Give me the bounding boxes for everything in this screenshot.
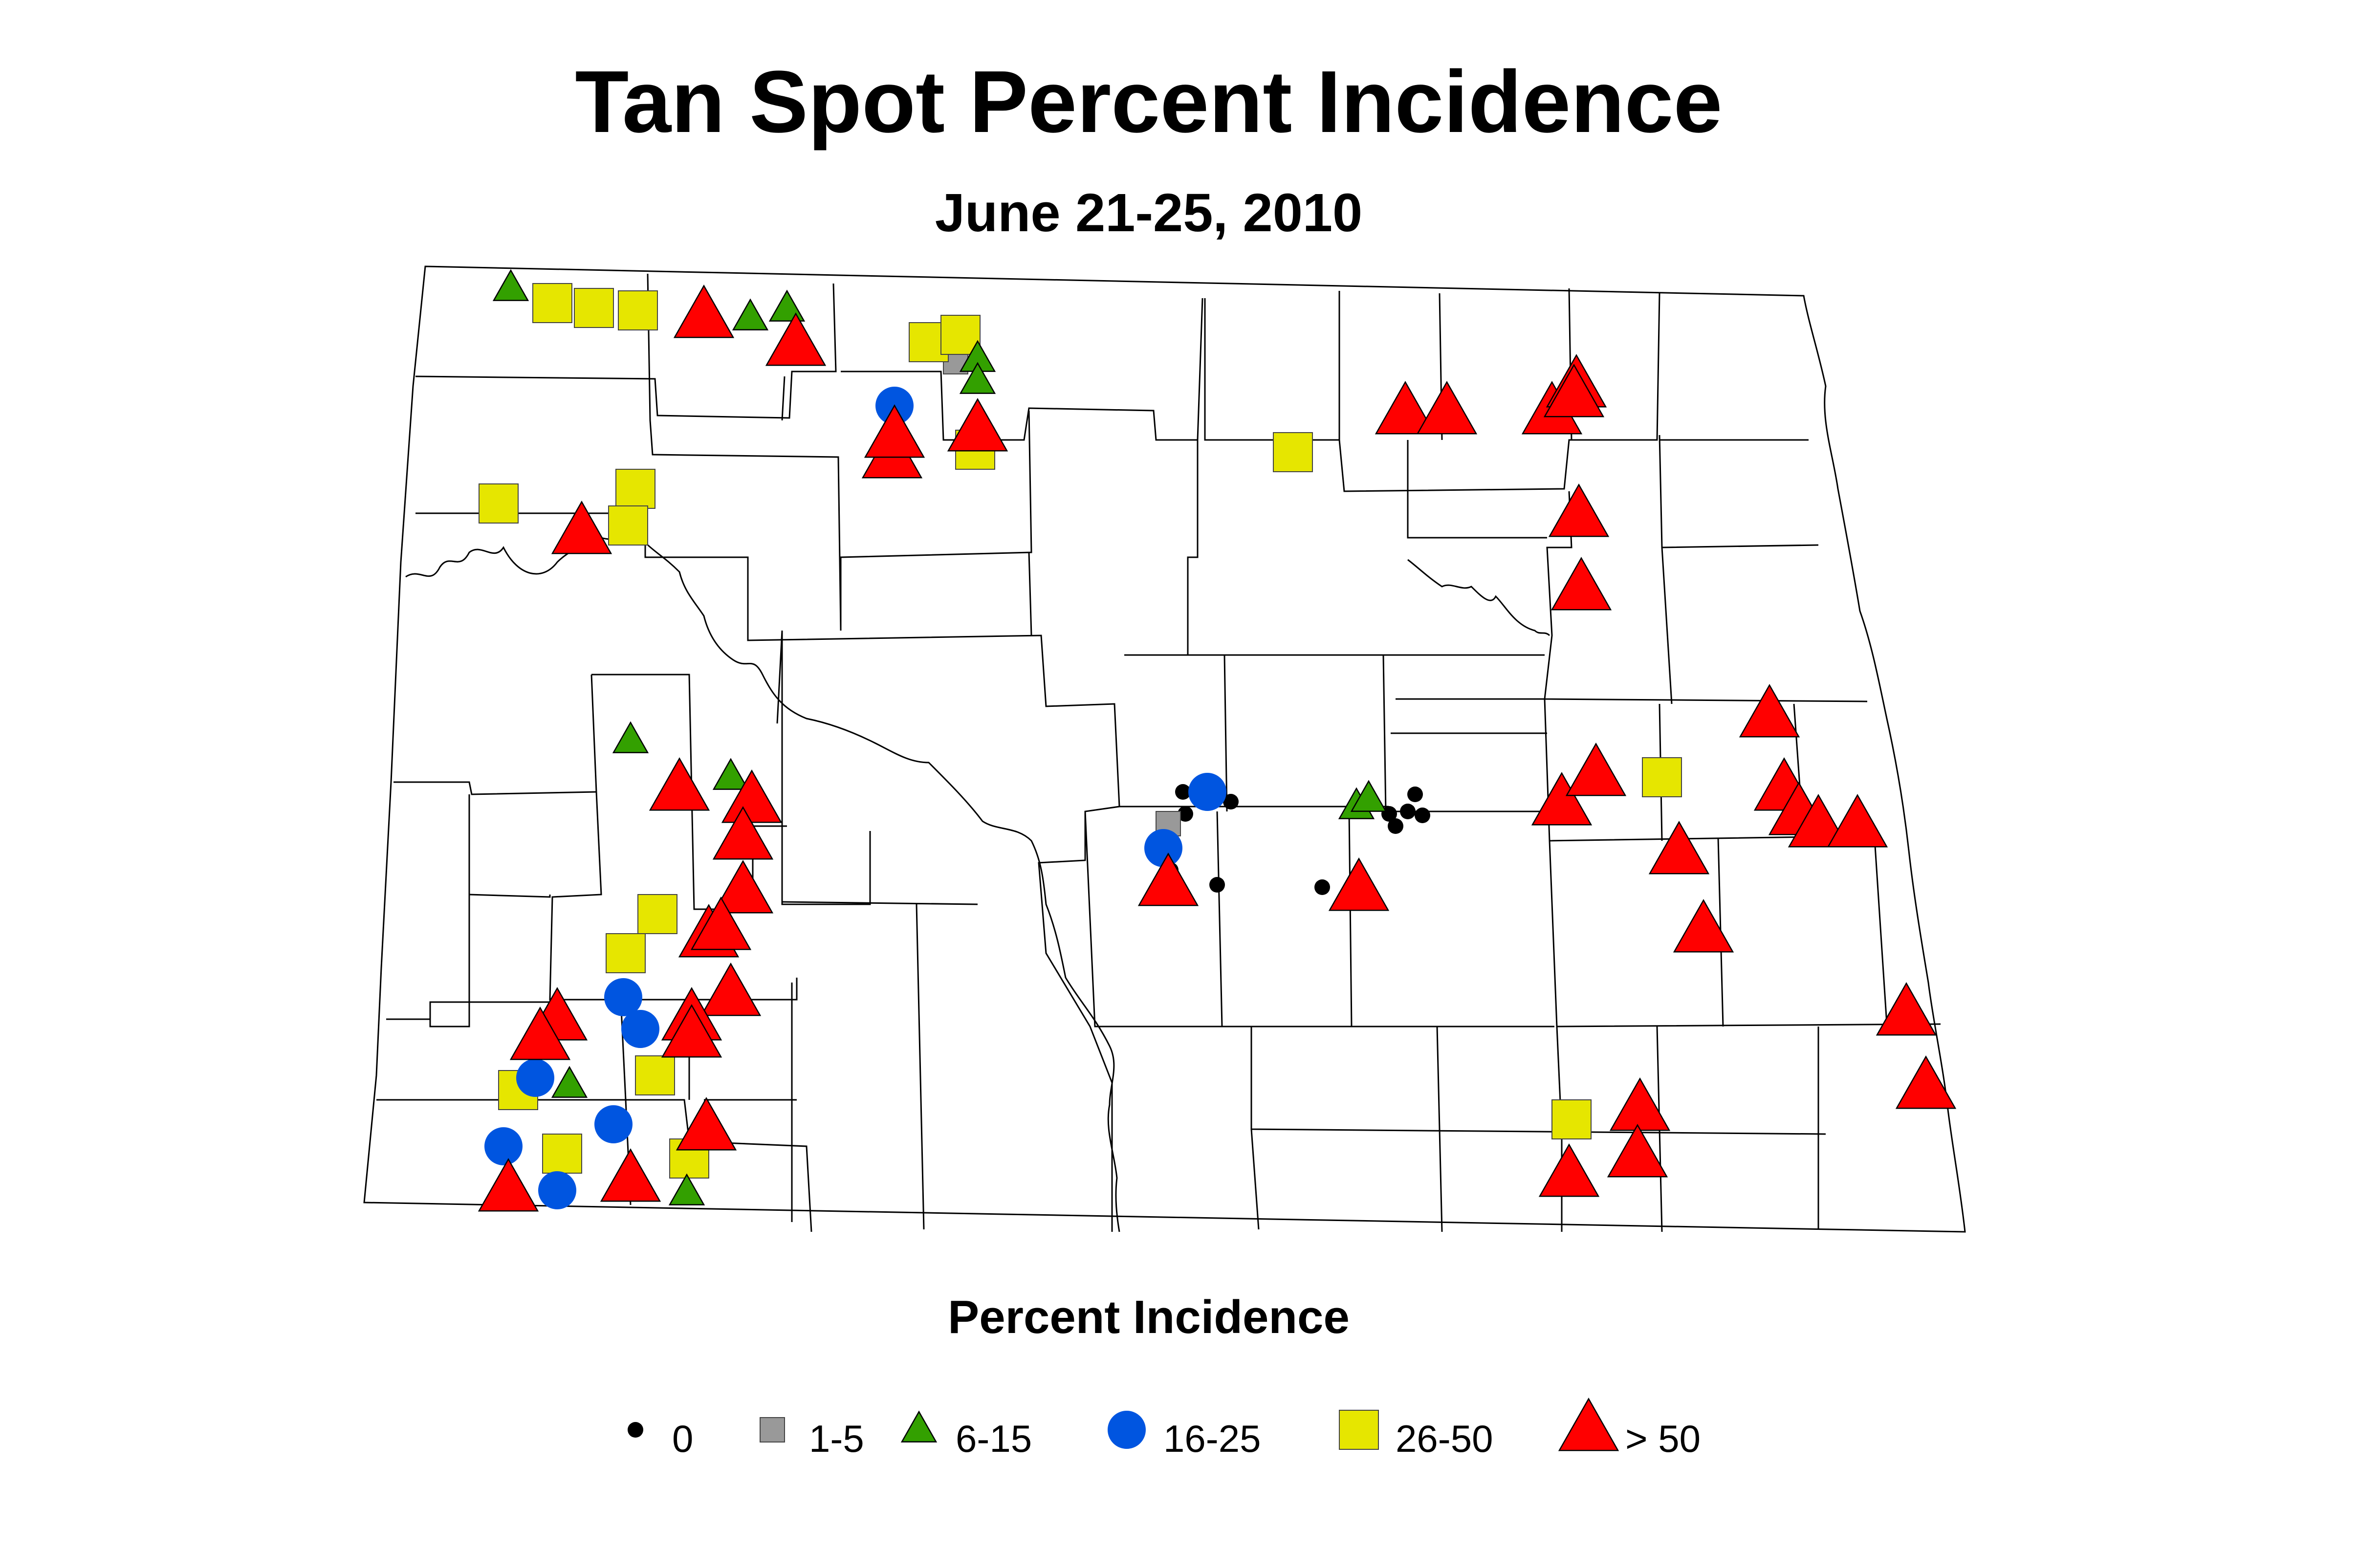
marker-veryhigh	[1416, 381, 1478, 435]
marker-high	[1642, 757, 1682, 797]
marker-veryhigh	[673, 284, 735, 338]
marker-veryhigh	[1648, 821, 1710, 874]
river-lines	[405, 537, 1550, 1232]
marker-high	[1551, 1099, 1592, 1139]
marker-veryhigh	[661, 1004, 722, 1058]
marker-veryhigh	[1328, 857, 1390, 911]
marker-veryhigh	[700, 962, 762, 1016]
map-subtitle: June 21-25, 2010	[935, 183, 1363, 243]
marker-zero	[1175, 784, 1191, 800]
state-counties	[363, 265, 1966, 1233]
legend-title: Percent Incidence	[948, 1291, 1350, 1343]
marker-veryhigh	[1673, 899, 1734, 953]
marker-veryhigh	[1609, 1077, 1671, 1131]
marker-veryhigh	[1543, 364, 1605, 417]
marker-mid	[612, 721, 649, 753]
marker-veryhigh	[765, 312, 827, 366]
marker-zero	[1415, 808, 1430, 823]
map-title: Tan Spot Percent Incidence	[575, 53, 1723, 151]
state-outline	[363, 265, 1966, 1233]
marker-veryhigh	[1531, 772, 1593, 826]
marker-layer	[478, 269, 1957, 1212]
marker-zero	[1314, 879, 1330, 895]
marker-veryhigh	[1788, 794, 1849, 848]
marker-mid	[551, 1066, 588, 1098]
marker-midhigh	[538, 1171, 576, 1209]
marker-veryhigh	[690, 896, 752, 950]
marker-midhigh	[1188, 773, 1226, 811]
marker-midhigh	[594, 1105, 633, 1143]
marker-high	[606, 933, 646, 973]
marker-high	[635, 1055, 675, 1095]
marker-high	[574, 288, 614, 328]
marker-veryhigh	[1538, 1143, 1600, 1197]
marker-mid	[732, 298, 769, 330]
marker-veryhigh	[712, 860, 774, 914]
marker-veryhigh	[1375, 381, 1436, 435]
legend-symbol-low	[760, 1417, 785, 1443]
marker-mid	[668, 1173, 705, 1205]
marker-veryhigh	[600, 1148, 661, 1202]
legend-symbol-zero	[628, 1422, 643, 1438]
marker-zero	[1209, 877, 1225, 893]
marker-veryhigh	[1876, 982, 1937, 1036]
marker-mid	[712, 758, 749, 790]
marker-midhigh	[621, 1010, 659, 1048]
marker-high	[615, 469, 655, 509]
legend-symbol-mid	[900, 1410, 938, 1443]
legend-label-low: 1-5	[809, 1417, 864, 1460]
marker-veryhigh	[1137, 853, 1199, 906]
marker-veryhigh	[1548, 483, 1610, 537]
legend-symbol-midhigh	[1108, 1411, 1146, 1449]
legend-label-midhigh: 16-25	[1163, 1417, 1261, 1460]
marker-veryhigh	[649, 757, 710, 811]
marker-veryhigh	[551, 501, 612, 554]
marker-zero	[1223, 794, 1239, 809]
marker-zero	[1400, 804, 1416, 819]
legend-label-veryhigh: > 50	[1625, 1417, 1701, 1460]
marker-zero	[1407, 787, 1423, 802]
marker-midhigh	[604, 978, 642, 1016]
marker-veryhigh	[509, 1006, 571, 1060]
marker-high	[637, 894, 677, 934]
marker-veryhigh	[1739, 684, 1800, 738]
marker-veryhigh	[1827, 794, 1888, 848]
marker-mid	[1350, 780, 1387, 812]
legend-symbol-veryhigh	[1558, 1398, 1619, 1451]
marker-midhigh	[1144, 829, 1182, 867]
marker-veryhigh	[864, 404, 925, 458]
marker-veryhigh	[478, 1158, 539, 1212]
marker-high	[542, 1134, 582, 1174]
marker-high	[479, 483, 519, 524]
marker-high	[1273, 432, 1313, 472]
marker-high	[618, 290, 658, 330]
marker-zero	[1178, 806, 1193, 822]
marker-high	[532, 283, 572, 323]
marker-veryhigh	[947, 398, 1008, 452]
marker-veryhigh	[1895, 1055, 1957, 1109]
marker-midhigh	[484, 1127, 523, 1165]
legend-label-mid: 6-15	[956, 1417, 1032, 1460]
marker-mid	[959, 362, 996, 394]
marker-midhigh	[516, 1059, 554, 1097]
legend-symbol-high	[1339, 1410, 1379, 1450]
marker-veryhigh	[1550, 557, 1612, 611]
marker-veryhigh	[1565, 743, 1627, 796]
marker-veryhigh	[1607, 1124, 1668, 1178]
legend: 0 1-5 6-15 16-25 26-50 > 50	[628, 1398, 1701, 1460]
marker-zero	[1388, 818, 1403, 834]
marker-high	[608, 505, 648, 546]
marker-veryhigh	[712, 806, 774, 860]
marker-veryhigh	[676, 1097, 737, 1151]
marker-mid	[768, 289, 806, 322]
legend-label-zero: 0	[672, 1417, 693, 1460]
marker-mid	[492, 269, 529, 301]
legend-label-high: 26-50	[1396, 1417, 1493, 1460]
